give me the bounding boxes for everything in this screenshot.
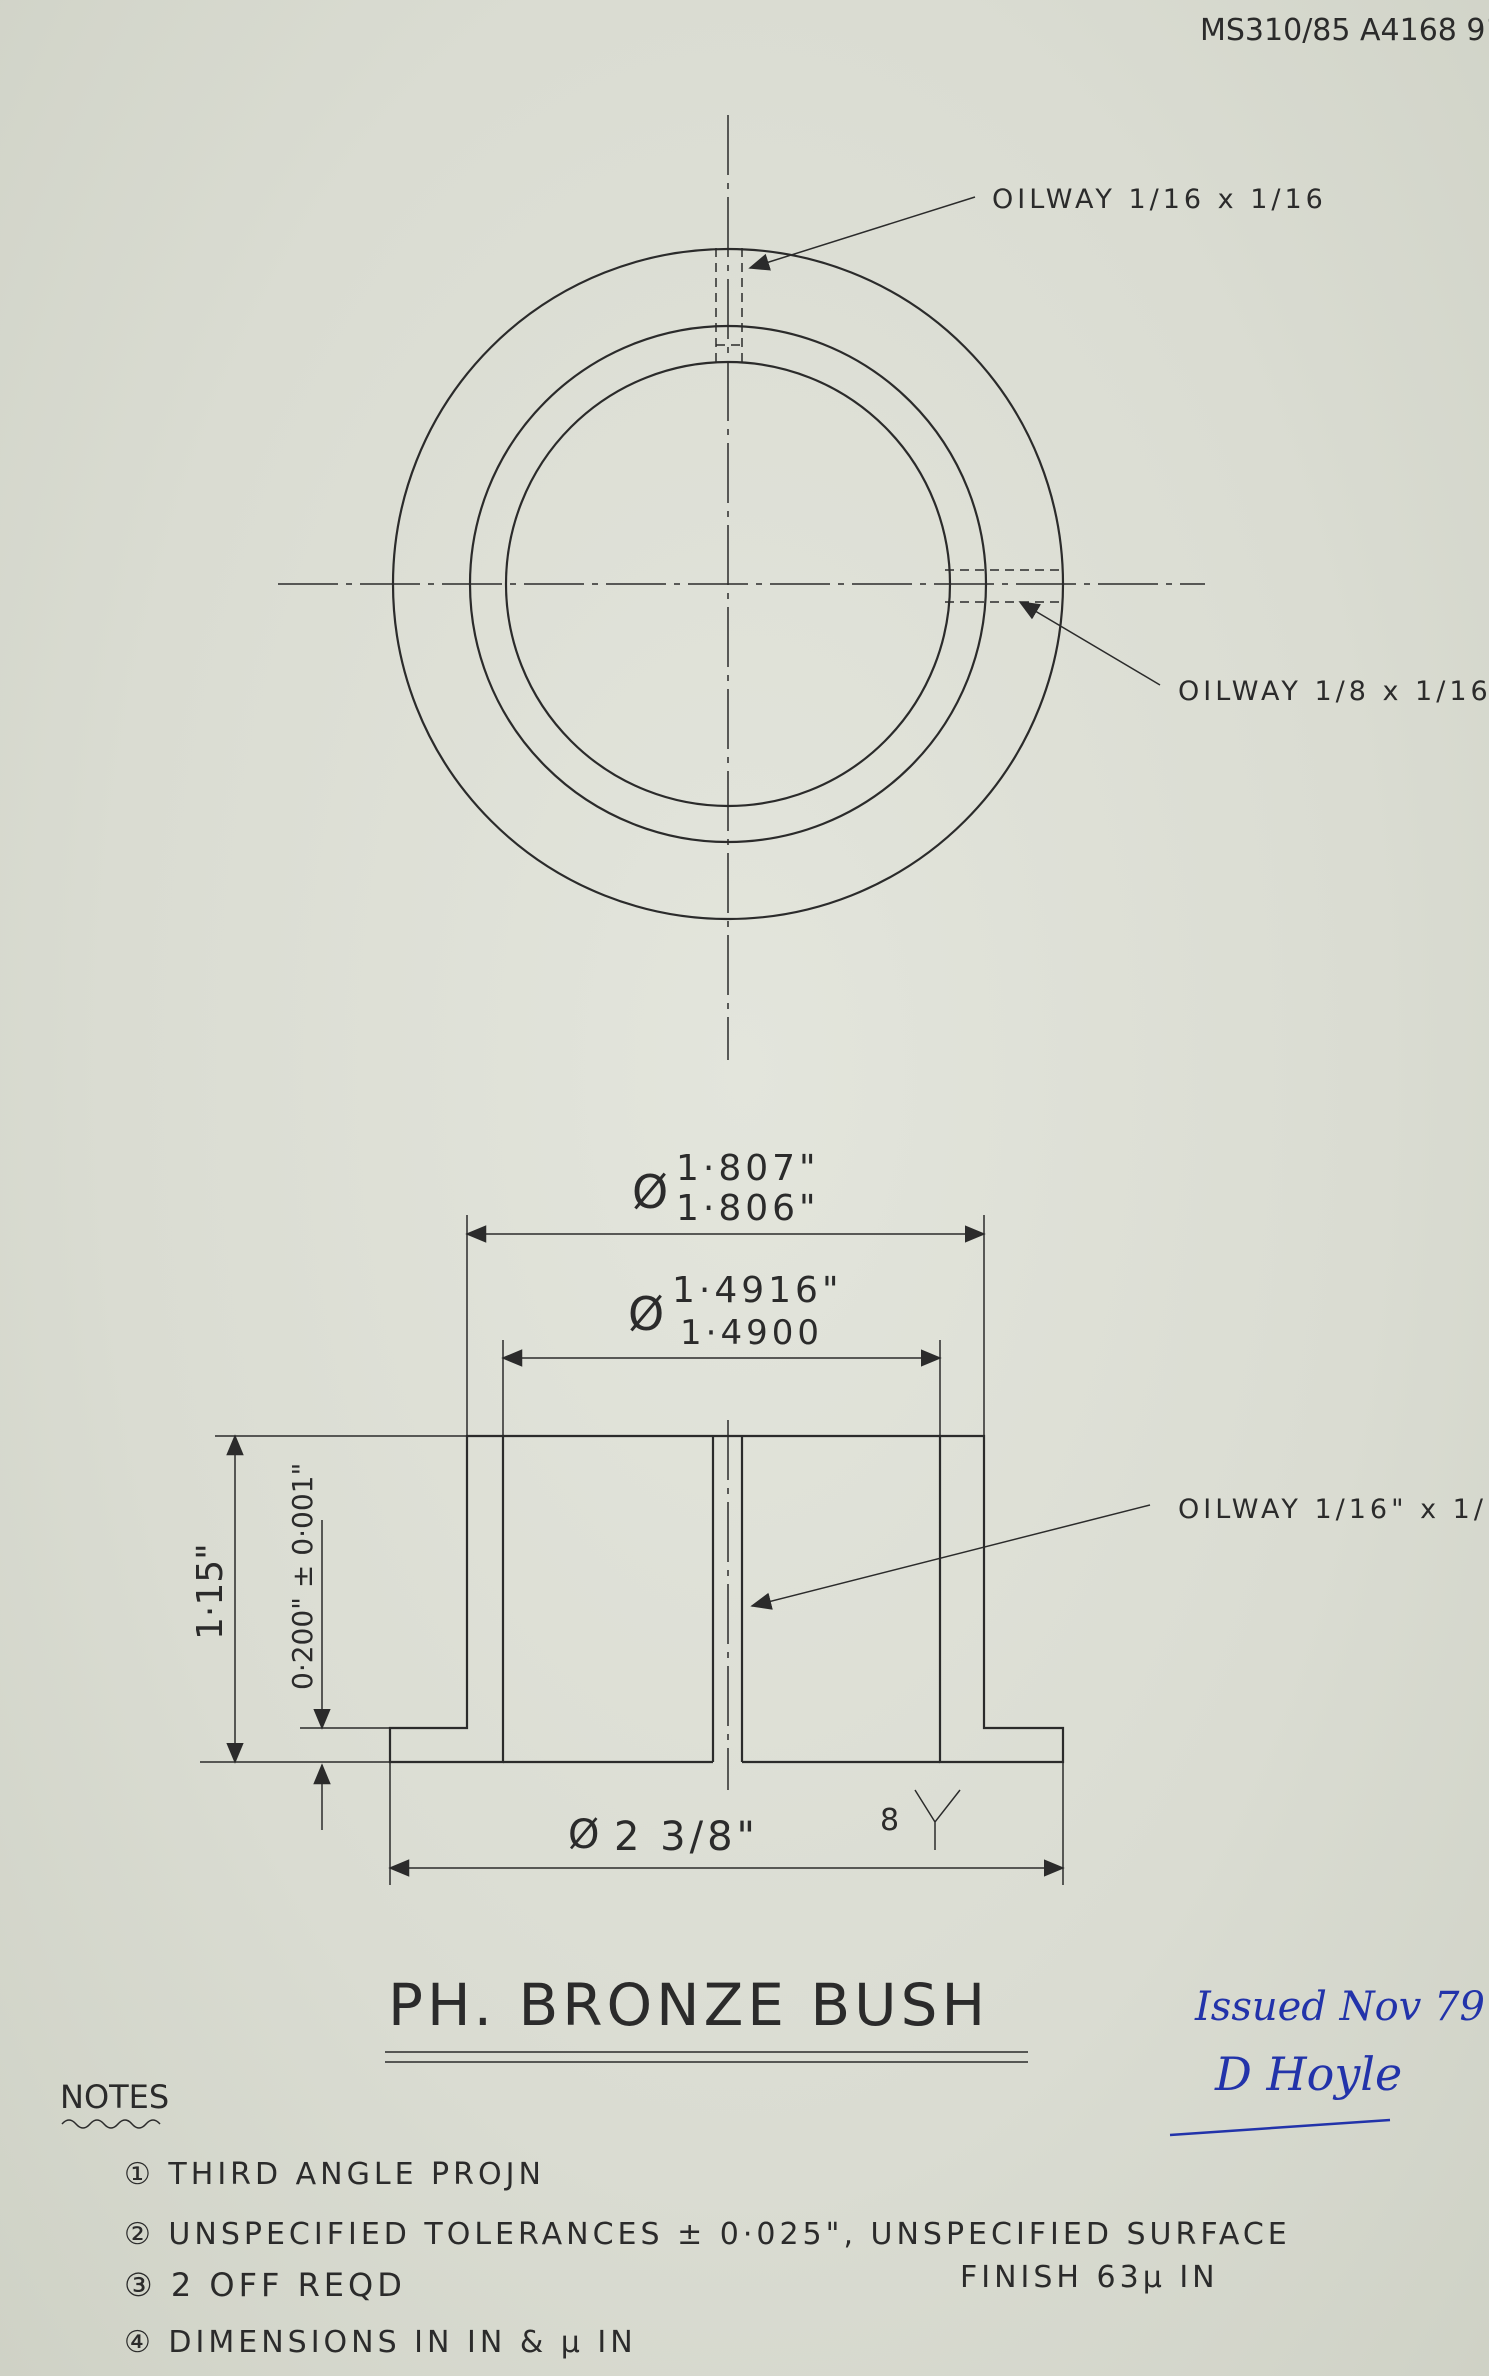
leader-oilway-section bbox=[750, 1504, 1151, 1610]
note-2: ② UNSPECIFIED TOLERANCES ± 0·025", UNSPE… bbox=[124, 2217, 1291, 2252]
leader-oilway-top bbox=[748, 196, 976, 271]
signature-block: Issued Nov 79 D Hoyle bbox=[1169, 1984, 1485, 2137]
notes-block: NOTES ① THIRD ANGLE PROJN ② UNSPECIFIED … bbox=[60, 2078, 1291, 2360]
diameter-symbol-inner: Ø bbox=[628, 1287, 664, 1341]
surface-finish-symbol bbox=[914, 1789, 961, 1850]
height-label: 1·15" bbox=[190, 1543, 231, 1640]
note-2-continued: FINISH 63μ IN bbox=[960, 2260, 1219, 2295]
signature-handwritten: D Hoyle bbox=[1214, 2047, 1402, 2101]
outer-dia-lower-label: 1·806" bbox=[676, 1188, 820, 1229]
diameter-symbol-flange: Ø bbox=[568, 1812, 599, 1858]
flange-thickness-label: 0·200" ± 0·001" bbox=[286, 1463, 319, 1690]
diameter-symbol-outer: Ø bbox=[632, 1165, 668, 1219]
inner-dia-upper-label: 1·4916" bbox=[672, 1270, 843, 1311]
section-right-wall bbox=[938, 1434, 1065, 1764]
note-3: ③ 2 OFF REQD bbox=[124, 2266, 406, 2304]
note-1: ① THIRD ANGLE PROJN bbox=[124, 2157, 545, 2192]
section-view: Ø 1·807" 1·806" Ø 1·4916" 1·4900 1·15" 0… bbox=[190, 1148, 1489, 1885]
outer-dia-upper-label: 1·807" bbox=[676, 1148, 820, 1189]
signature-underline bbox=[1169, 2118, 1391, 2137]
flange-dia-label: 2 3/8" bbox=[614, 1814, 759, 1860]
inner-dia-lower-label: 1·4900 bbox=[680, 1313, 823, 1353]
notes-heading-underline bbox=[61, 2119, 161, 2129]
plan-view: OILWAY 1/16 x 1/16 OILWAY 1/8 x 1/16" bbox=[278, 115, 1489, 1060]
issued-date-handwritten: Issued Nov 79 bbox=[1194, 1984, 1485, 2030]
section-left-wall bbox=[388, 1434, 505, 1764]
drawing-title: PH. BRONZE BUSH bbox=[388, 1971, 989, 2039]
finish-value-label: 8 bbox=[880, 1803, 899, 1838]
notes-heading: NOTES bbox=[60, 2078, 169, 2116]
oilway-right-label: OILWAY 1/8 x 1/16" bbox=[1178, 676, 1489, 707]
drawing-reference: MS310/85 A4168 91 bbox=[1200, 13, 1489, 48]
note-4: ④ DIMENSIONS IN IN & μ IN bbox=[124, 2325, 637, 2360]
oilway-section-label: OILWAY 1/16" x 1/16" bbox=[1178, 1494, 1489, 1525]
leader-oilway-right bbox=[1018, 601, 1161, 686]
oilway-top-label: OILWAY 1/16 x 1/16 bbox=[992, 184, 1327, 215]
